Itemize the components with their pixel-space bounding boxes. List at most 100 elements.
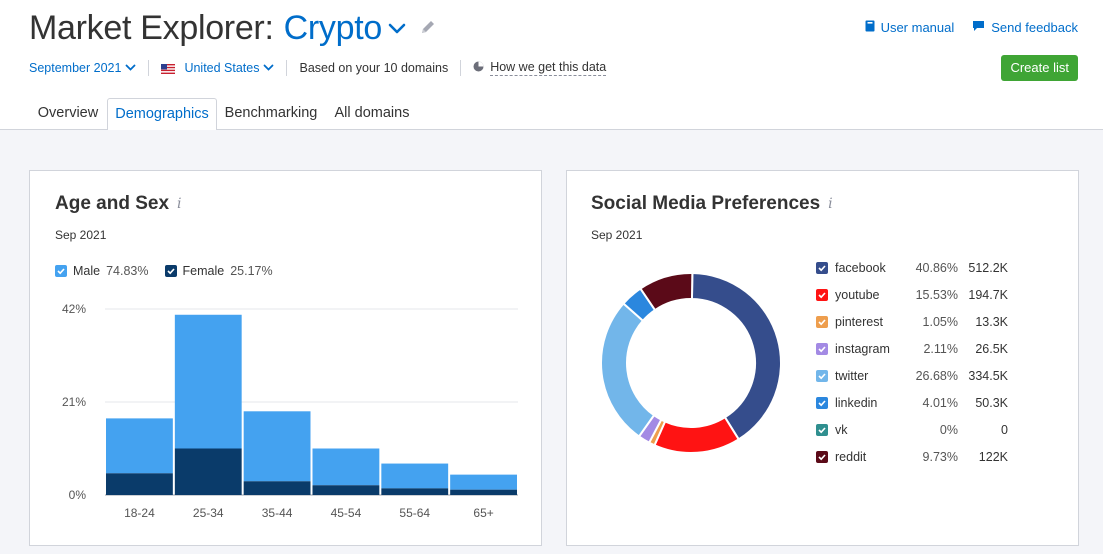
age-sex-chart: 0% 21% 42% 18-24 25-34 35-44 45-54 55-64 65+	[62, 302, 518, 520]
market-selector[interactable]: Crypto	[283, 9, 383, 47]
donut-slice-reddit[interactable]	[639, 272, 694, 312]
social-network-value: 13.3K	[975, 315, 1008, 329]
create-list-button[interactable]: Create list	[1001, 55, 1078, 81]
legend-label: Male	[73, 264, 101, 278]
donut-slice-facebook[interactable]	[690, 271, 782, 441]
legend-item-instagram[interactable]: instagram 2.11% 26.5K	[816, 340, 1008, 358]
legend-item-reddit[interactable]: reddit 9.73% 122K	[816, 448, 1008, 466]
social-title-row: Social Media Preferences i	[591, 193, 833, 215]
bar-female-25-34[interactable]	[174, 448, 242, 496]
based-on-text: Based on your 10 domains	[299, 61, 449, 75]
social-network-name: pinterest	[835, 315, 883, 329]
bar-male-55-64[interactable]	[381, 463, 449, 489]
x-tick-label: 55-64	[399, 506, 430, 520]
legend-label: Female	[182, 264, 225, 278]
y-tick-label: 42%	[62, 302, 86, 316]
bar-female-18-24[interactable]	[106, 473, 173, 495]
bar-male-18-24[interactable]	[106, 418, 173, 474]
how-we-get-data-label: How we get this data	[490, 60, 607, 76]
social-network-name: youtube	[835, 288, 880, 302]
checkbox-checked-icon[interactable]	[816, 451, 828, 463]
age-sex-title-row: Age and Sex i	[55, 193, 182, 215]
tab-benchmarking[interactable]: Benchmarking	[224, 105, 318, 121]
bar-female-35-44[interactable]	[243, 481, 311, 495]
y-tick-label: 21%	[62, 395, 86, 409]
social-network-value: 334.5K	[968, 369, 1008, 383]
checkbox-checked-icon[interactable]	[816, 424, 828, 436]
social-network-value: 26.5K	[975, 342, 1008, 356]
legend-item-pinterest[interactable]: pinterest 1.05% 13.3K	[816, 313, 1008, 331]
info-icon[interactable]: i	[828, 196, 833, 212]
filter-bar: September 2021 United States Based on yo…	[29, 60, 607, 76]
legend-item-male[interactable]: Male 74.83%	[55, 264, 149, 278]
bar-male-35-44[interactable]	[243, 411, 311, 482]
book-icon	[865, 20, 875, 35]
social-network-percent: 9.73%	[922, 450, 958, 464]
info-icon[interactable]: i	[177, 196, 182, 212]
x-tick-label: 35-44	[262, 506, 293, 520]
age-sex-title: Age and Sex	[55, 193, 170, 214]
tab-all-domains[interactable]: All domains	[334, 105, 410, 121]
chevron-down-icon	[125, 61, 136, 75]
legend-item-vk[interactable]: vk 0% 0	[816, 421, 1008, 439]
social-network-percent: 0%	[939, 423, 958, 437]
send-feedback-label: Send feedback	[991, 20, 1078, 35]
age-sex-date: Sep 2021	[55, 228, 107, 242]
social-network-name: twitter	[835, 369, 869, 383]
bar-male-45-54[interactable]	[312, 448, 380, 486]
country-dropdown[interactable]: United States	[161, 61, 274, 75]
social-network-percent: 40.86%	[915, 261, 958, 275]
social-network-name: vk	[835, 423, 848, 437]
tab-bar: Overview Demographics Benchmarking All d…	[0, 98, 1103, 131]
checkbox-checked-icon[interactable]	[164, 265, 177, 277]
checkbox-checked-icon[interactable]	[816, 289, 828, 301]
social-network-name: reddit	[835, 450, 867, 464]
checkbox-checked-icon[interactable]	[55, 265, 67, 277]
legend-item-facebook[interactable]: facebook 40.86% 512.2K	[816, 259, 1008, 277]
chat-bubble-icon	[972, 20, 985, 35]
country-value: United States	[184, 61, 260, 75]
social-network-name: facebook	[835, 261, 886, 275]
social-network-value: 122K	[978, 450, 1008, 464]
date-value: September 2021	[29, 61, 122, 75]
bar-female-45-54[interactable]	[312, 485, 380, 495]
bar-female-55-64[interactable]	[381, 488, 449, 495]
page-title: Market Explorer:	[29, 9, 274, 47]
tab-demographics[interactable]: Demographics	[107, 98, 217, 131]
legend-item-twitter[interactable]: twitter 26.68% 334.5K	[816, 367, 1008, 385]
social-network-percent: 15.53%	[915, 288, 958, 302]
top-links: User manual Send feedback	[865, 20, 1078, 35]
checkbox-checked-icon[interactable]	[816, 370, 828, 382]
social-network-percent: 2.11%	[923, 342, 958, 356]
legend-item-female[interactable]: Female 25.17%	[164, 264, 273, 278]
donut-slice-youtube[interactable]	[653, 415, 741, 454]
bar-female-65+[interactable]	[450, 489, 517, 495]
social-media-card: Social Media Preferences i Sep 2021 face…	[566, 170, 1079, 546]
chevron-down-icon[interactable]	[388, 22, 406, 40]
legend-percent: 74.83%	[106, 264, 149, 278]
social-network-value: 512.2K	[968, 261, 1008, 275]
checkbox-checked-icon[interactable]	[816, 262, 828, 274]
legend-item-youtube[interactable]: youtube 15.53% 194.7K	[816, 286, 1008, 304]
checkbox-checked-icon[interactable]	[816, 316, 828, 328]
checkbox-checked-icon[interactable]	[816, 343, 828, 355]
donut-slice-twitter[interactable]	[600, 302, 656, 438]
y-tick-label: 0%	[69, 488, 87, 502]
pencil-icon[interactable]	[420, 19, 436, 40]
us-flag-icon	[161, 63, 176, 74]
social-network-value: 0	[1001, 423, 1008, 437]
how-we-get-data-link[interactable]: How we get this data	[473, 60, 607, 76]
bar-male-25-34[interactable]	[174, 314, 242, 449]
user-manual-link[interactable]: User manual	[865, 20, 954, 35]
checkbox-checked-icon[interactable]	[816, 397, 828, 409]
bar-male-65+[interactable]	[450, 474, 517, 490]
tab-overview[interactable]: Overview	[37, 105, 99, 121]
date-dropdown[interactable]: September 2021	[29, 61, 136, 75]
content-area: Age and Sex i Sep 2021 Male 74.83% Femal…	[0, 130, 1103, 554]
legend-item-linkedin[interactable]: linkedin 4.01% 50.3K	[816, 394, 1008, 412]
social-date: Sep 2021	[591, 228, 643, 242]
age-sex-legend: Male 74.83% Female 25.17%	[55, 264, 273, 278]
send-feedback-link[interactable]: Send feedback	[972, 20, 1078, 35]
social-network-percent: 26.68%	[915, 369, 958, 383]
x-tick-label: 45-54	[331, 506, 362, 520]
